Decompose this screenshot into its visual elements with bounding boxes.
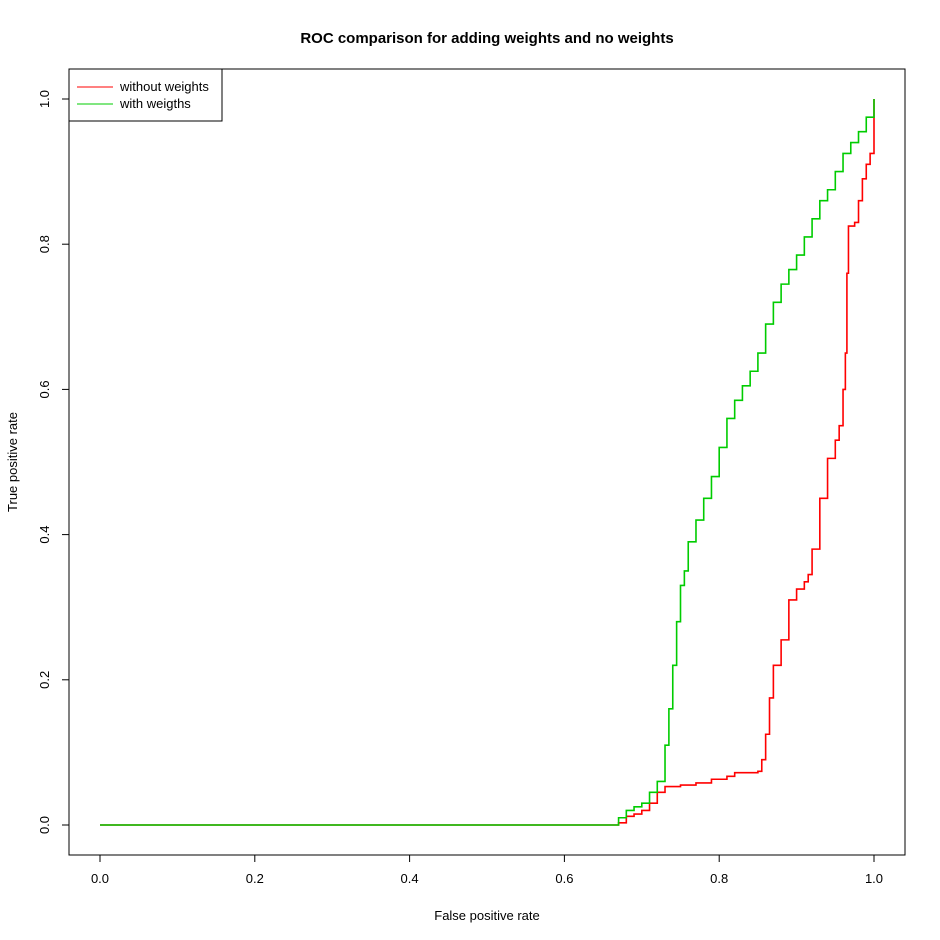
chart-title: ROC comparison for adding weights and no… bbox=[300, 30, 673, 47]
x-tick-label: 1.0 bbox=[865, 871, 883, 886]
y-tick-label: 0.6 bbox=[37, 380, 52, 398]
plot-frame bbox=[68, 68, 906, 856]
y-tick-label: 0.4 bbox=[37, 526, 52, 544]
y-axis: 0.0 0.2 0.4 0.6 0.8 1.0 bbox=[37, 90, 70, 834]
x-tick-label: 0.8 bbox=[710, 871, 728, 886]
y-tick-label: 0.2 bbox=[37, 671, 52, 689]
x-tick-label: 0.6 bbox=[555, 871, 573, 886]
y-tick-label: 1.0 bbox=[37, 90, 52, 108]
x-axis: 0.0 0.2 0.4 0.6 0.8 1.0 bbox=[91, 854, 883, 886]
x-axis-label: False positive rate bbox=[434, 908, 540, 923]
legend: without weights with weigths bbox=[68, 68, 223, 122]
legend-label-without-weights: without weights bbox=[119, 79, 209, 94]
series-layer bbox=[100, 99, 875, 826]
series-line-without-weights bbox=[100, 99, 875, 826]
y-tick-label: 0.0 bbox=[37, 816, 52, 834]
x-tick-label: 0.2 bbox=[246, 871, 264, 886]
series-line-with-weigths bbox=[100, 99, 875, 826]
legend-label-with-weigths: with weigths bbox=[119, 96, 191, 111]
y-axis-label: True positive rate bbox=[5, 412, 20, 512]
x-tick-label: 0.4 bbox=[401, 871, 419, 886]
y-tick-label: 0.8 bbox=[37, 235, 52, 253]
x-tick-label: 0.0 bbox=[91, 871, 109, 886]
legend-box bbox=[68, 68, 223, 122]
